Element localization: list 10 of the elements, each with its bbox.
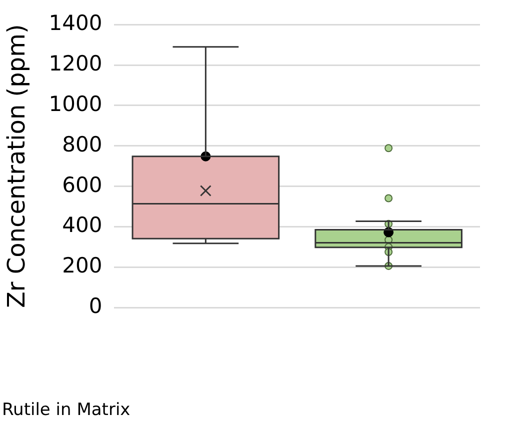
y-tick-label: 1200 xyxy=(48,51,102,76)
y-tick-label: 0 xyxy=(88,294,102,318)
y-tick-label: 600 xyxy=(62,172,102,197)
y-tick-label: 400 xyxy=(62,213,102,238)
text: Rutile in Matrix xyxy=(2,400,130,420)
y-tick-label: 1400 xyxy=(48,11,102,36)
y-tick-label: 800 xyxy=(62,132,102,156)
y-tick-label: 200 xyxy=(62,254,102,278)
y-tick-label: 1000 xyxy=(48,92,102,116)
y-axis-title: Zr Concentration (ppm) xyxy=(2,24,31,308)
